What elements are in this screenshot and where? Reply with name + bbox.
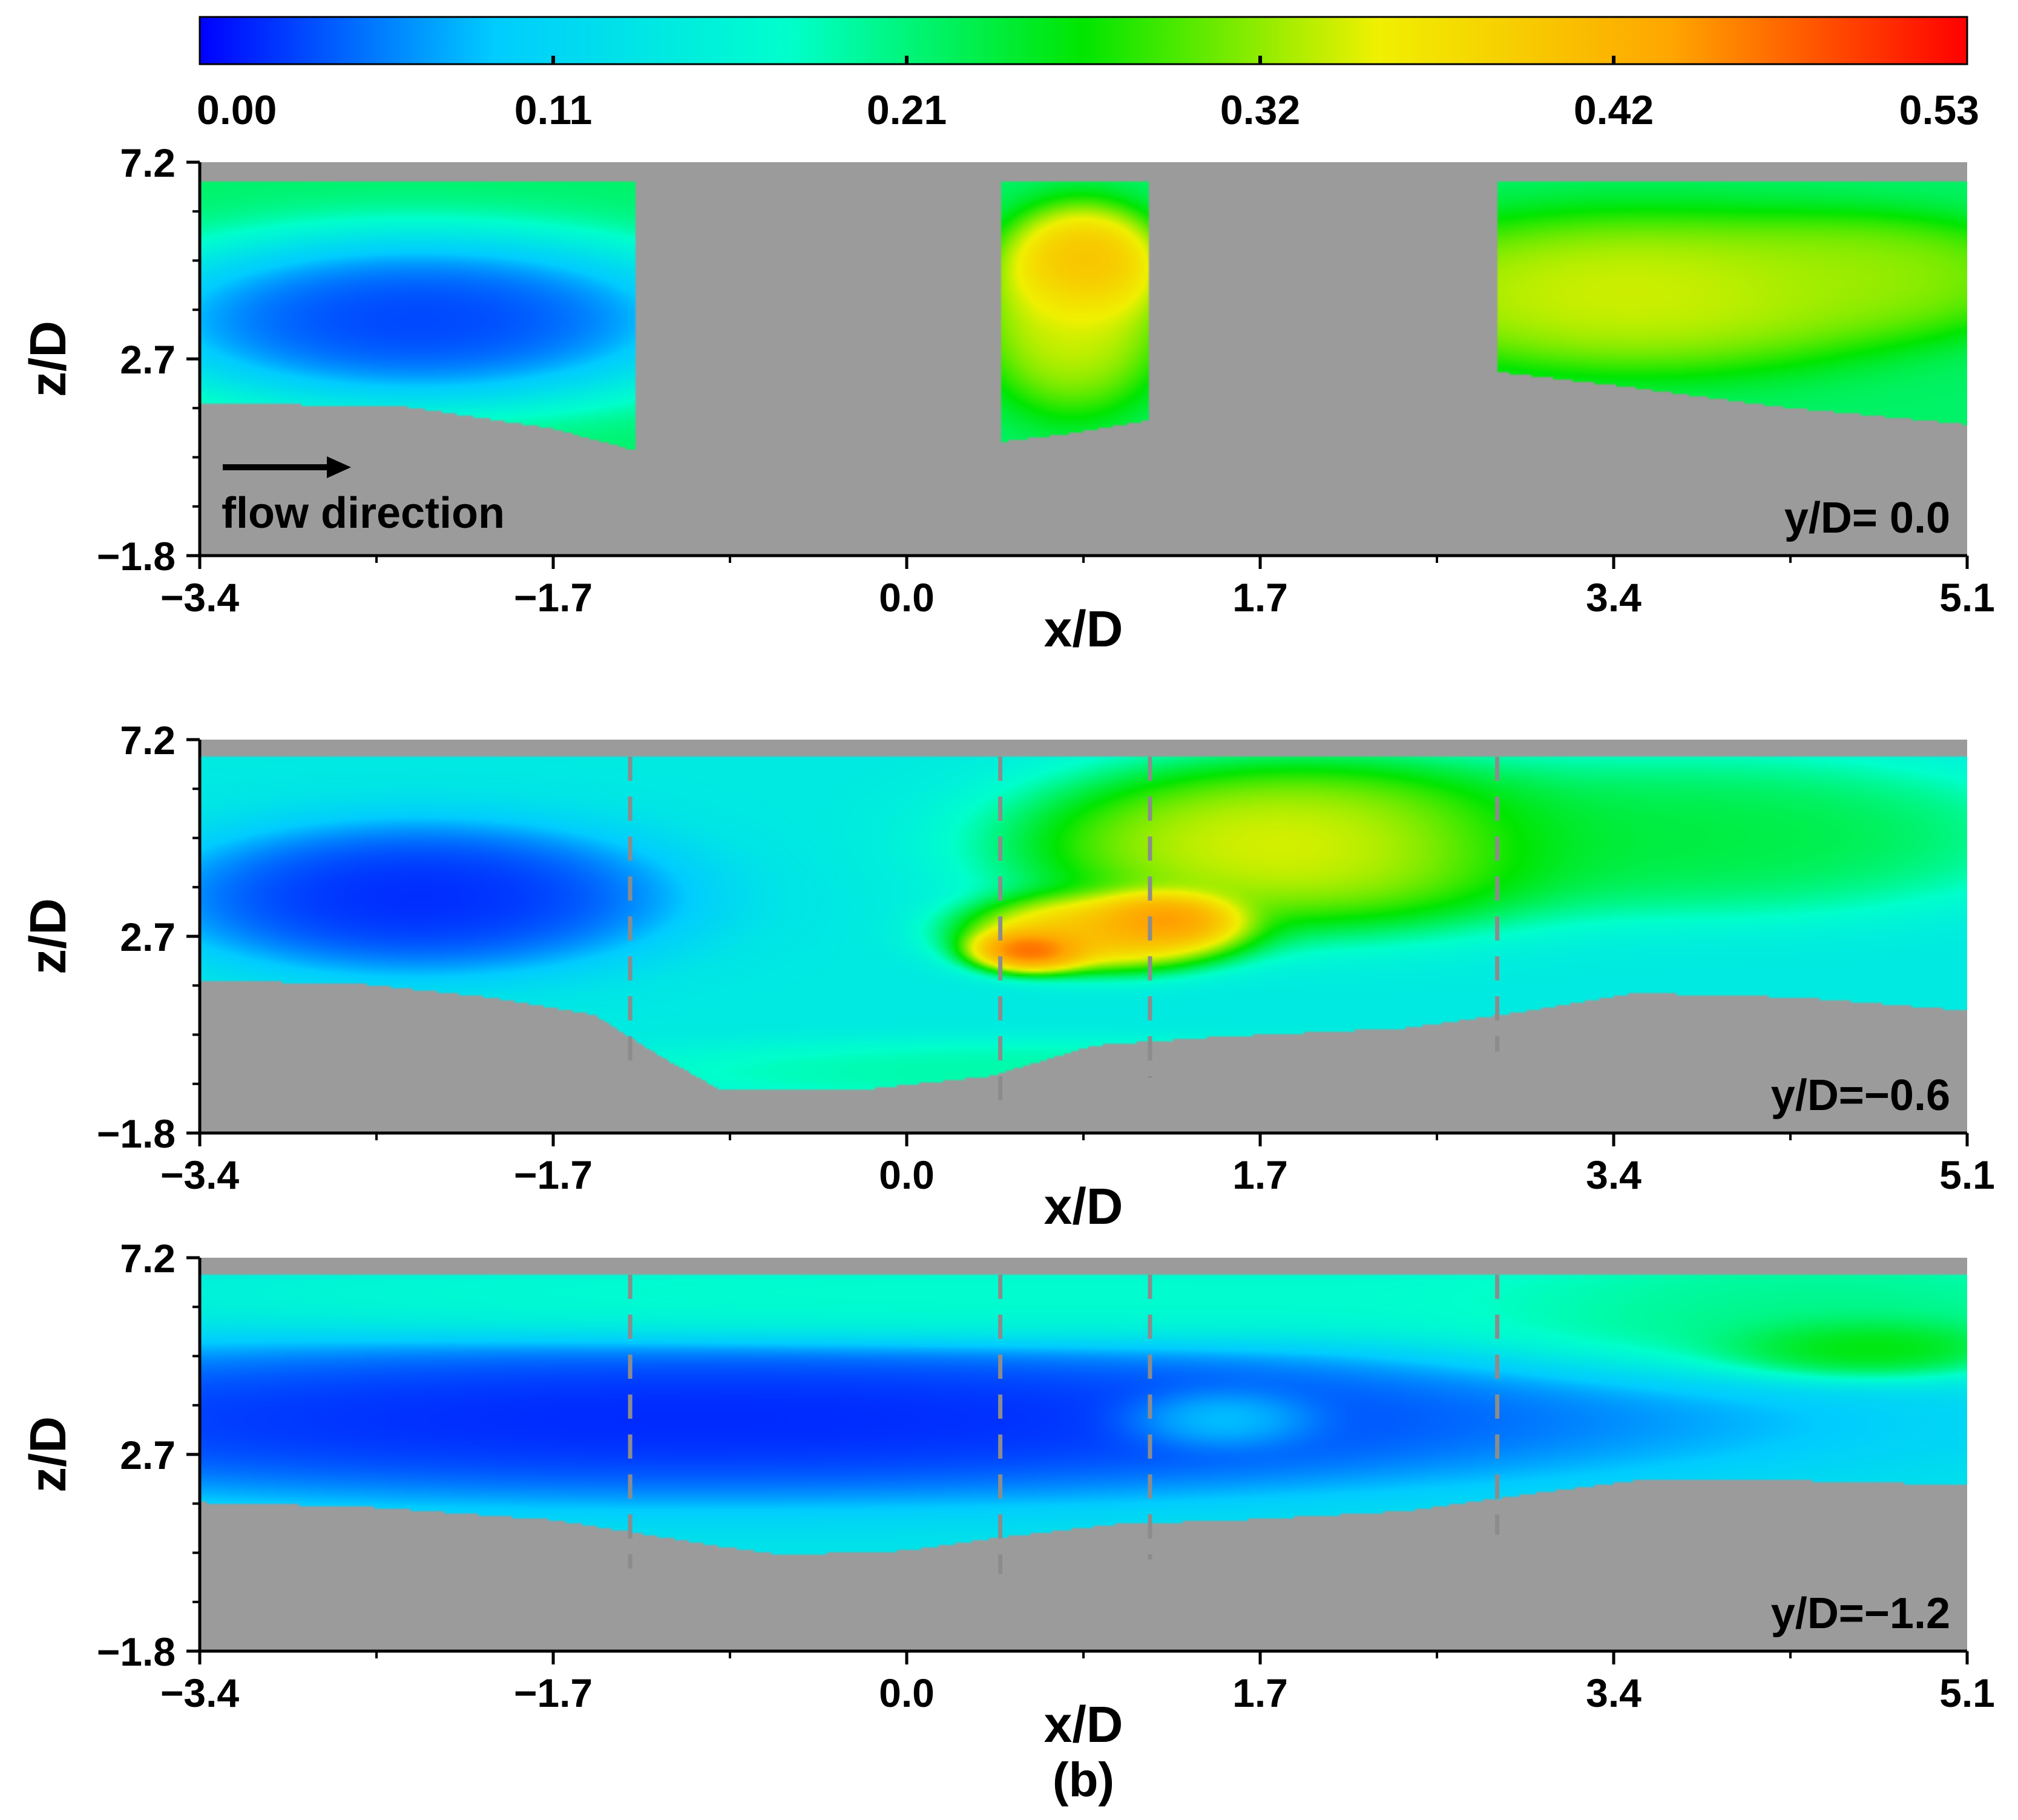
y-tick-label: 2.7 <box>120 915 176 959</box>
x-tick-label: −3.4 <box>160 1152 240 1197</box>
x-tick-label: −1.7 <box>514 1671 593 1715</box>
velocity-contour <box>200 740 1967 1133</box>
colorbar: 0.00 0.11 0.21 0.32 0.42 0.53 <box>197 16 1979 133</box>
y-tick-label: −1.8 <box>97 1629 176 1674</box>
colorbar-tick-label: 0.42 <box>1574 87 1654 133</box>
flow-arrow-head <box>327 456 351 478</box>
y-tick-label: 2.7 <box>120 1433 176 1477</box>
panel-y-0.6: −3.4 −1.7 0.0 1.7 3.4 5.1 x/D 7.2 2.7 −1.8 z/D y/D=… <box>19 718 1995 1235</box>
y-axis-label: z/D <box>19 1416 76 1493</box>
x-tick-label: 5.1 <box>1939 575 1995 620</box>
panel-label: y/D= 0.0 <box>1784 494 1950 542</box>
y-axis-label: z/D <box>19 321 76 397</box>
x-axis-label: x/D <box>1044 1696 1123 1753</box>
y-tick-label: 7.2 <box>120 718 176 763</box>
flow-direction-label: flow direction <box>222 489 505 537</box>
velocity-contour <box>200 162 1967 556</box>
y-axis-label: z/D <box>19 898 76 974</box>
flow-direction-annotation: flow direction <box>222 456 505 537</box>
x-tick-label: 0.0 <box>879 575 935 620</box>
x-tick-label: −3.4 <box>160 1671 240 1715</box>
y-tick-label: −1.8 <box>97 1111 176 1156</box>
x-tick-label: 3.4 <box>1586 1152 1642 1197</box>
x-tick-label: −1.7 <box>514 575 593 620</box>
colorbar-tick-label: 0.53 <box>1899 87 1979 133</box>
x-axis-label: x/D <box>1044 600 1123 657</box>
y-tick-label: −1.8 <box>97 534 176 579</box>
y-tick-label: 7.2 <box>120 140 176 185</box>
figure-caption: (b) <box>1053 1753 1114 1807</box>
x-axis-label: x/D <box>1044 1178 1123 1235</box>
panel-label: y/D=−1.2 <box>1771 1589 1950 1638</box>
colorbar-gradient <box>199 16 1968 65</box>
y-tick-label: 7.2 <box>120 1236 176 1281</box>
panel-y-1.2: −3.4 −1.7 0.0 1.7 3.4 5.1 x/D 7.2 2.7 −1.8 z/D y/D=… <box>19 1236 1995 1753</box>
x-tick-label: −3.4 <box>160 575 240 620</box>
panel-label: y/D=−0.6 <box>1771 1071 1950 1120</box>
velocity-contour <box>200 1258 1967 1651</box>
colorbar-tick-label: 0.00 <box>197 87 277 133</box>
x-tick-label: −1.7 <box>514 1152 593 1197</box>
x-tick-label: 5.1 <box>1939 1152 1995 1197</box>
colorbar-tick-label: 0.21 <box>867 87 947 133</box>
x-tick-label: 1.7 <box>1232 575 1288 620</box>
x-tick-label: 5.1 <box>1939 1671 1995 1715</box>
x-tick-label: 0.0 <box>879 1152 935 1197</box>
colorbar-tick-label: 0.11 <box>514 87 593 133</box>
x-tick-label: 3.4 <box>1586 575 1642 620</box>
panel-y0: −3.4 −1.7 0.0 1.7 3.4 5.1 x/D 7.2 2.7 −1.8 z/D y/D=… <box>19 140 1995 657</box>
y-tick-label: 2.7 <box>120 337 176 382</box>
x-tick-label: 1.7 <box>1232 1671 1288 1715</box>
x-tick-label: 3.4 <box>1586 1671 1642 1715</box>
colorbar-tick-label: 0.32 <box>1220 87 1300 133</box>
x-tick-label: 0.0 <box>879 1671 935 1715</box>
x-tick-label: 1.7 <box>1232 1152 1288 1197</box>
